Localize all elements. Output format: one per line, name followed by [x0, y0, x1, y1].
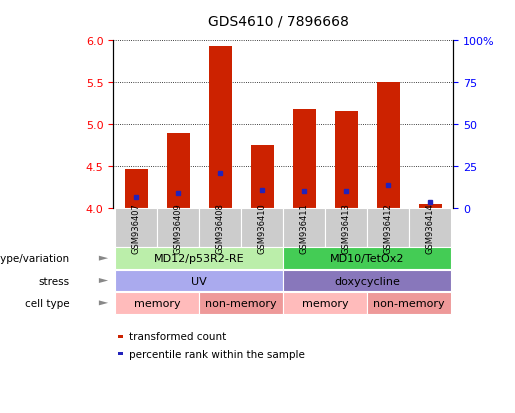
Text: non-memory: non-memory	[373, 298, 445, 308]
Text: GSM936408: GSM936408	[216, 202, 225, 253]
Text: GSM936409: GSM936409	[174, 202, 183, 253]
Text: GDS4610 / 7896668: GDS4610 / 7896668	[208, 14, 349, 28]
Text: percentile rank within the sample: percentile rank within the sample	[129, 349, 305, 359]
Bar	[376, 83, 400, 209]
Text: cell type: cell type	[25, 298, 70, 308]
Bar	[293, 110, 316, 209]
Bar	[167, 133, 190, 209]
Text: GSM936412: GSM936412	[384, 202, 392, 253]
Text: transformed count: transformed count	[129, 332, 226, 342]
Text: memory: memory	[134, 298, 181, 308]
Text: MD10/TetOx2: MD10/TetOx2	[330, 254, 404, 263]
Text: memory: memory	[302, 298, 349, 308]
Bar	[209, 47, 232, 209]
Text: doxycycline: doxycycline	[334, 276, 400, 286]
Text: genotype/variation: genotype/variation	[0, 254, 70, 263]
Text: UV: UV	[192, 276, 207, 286]
Text: GSM936411: GSM936411	[300, 202, 308, 253]
Bar	[125, 169, 148, 209]
Text: GSM936407: GSM936407	[132, 202, 141, 253]
Bar	[251, 146, 274, 209]
Text: GSM936413: GSM936413	[341, 202, 351, 253]
Text: GSM936410: GSM936410	[258, 202, 267, 253]
Text: GSM936414: GSM936414	[425, 202, 435, 253]
Bar	[419, 204, 442, 209]
Text: stress: stress	[39, 276, 70, 286]
Bar	[335, 112, 358, 209]
Text: MD12/p53R2-RE: MD12/p53R2-RE	[154, 254, 245, 263]
Text: non-memory: non-memory	[205, 298, 277, 308]
